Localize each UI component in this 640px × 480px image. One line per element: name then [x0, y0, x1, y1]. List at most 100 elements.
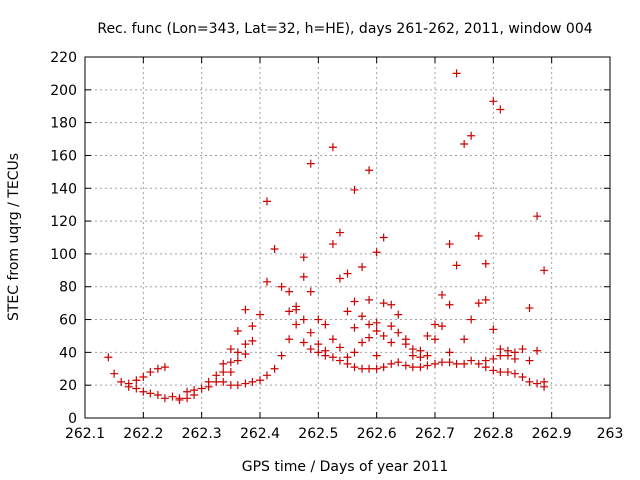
data-point	[489, 354, 498, 363]
y-tick-label: 160	[50, 148, 77, 164]
y-tick-label: 200	[50, 83, 77, 99]
data-point	[160, 363, 169, 372]
data-point	[226, 345, 235, 354]
data-point	[335, 343, 344, 352]
data-point	[292, 305, 301, 314]
data-point	[467, 356, 476, 365]
data-point	[328, 240, 337, 249]
data-point	[335, 356, 344, 365]
data-point	[481, 295, 490, 304]
y-tick-label: 220	[50, 50, 77, 66]
data-point	[343, 269, 352, 278]
data-point	[328, 143, 337, 152]
y-tick-label: 140	[50, 181, 77, 197]
data-point	[401, 361, 410, 370]
data-point	[387, 338, 396, 347]
data-point	[248, 336, 257, 345]
data-point	[379, 233, 388, 242]
data-point	[270, 364, 279, 373]
data-point	[104, 353, 113, 362]
data-point	[263, 277, 271, 286]
x-tick-label: 263	[597, 426, 624, 442]
data-point	[510, 369, 519, 378]
data-point	[452, 261, 461, 270]
data-point	[212, 377, 221, 386]
x-tick-label: 262.4	[240, 426, 280, 442]
data-point	[335, 228, 344, 237]
data-point	[431, 335, 439, 344]
data-point	[277, 282, 286, 291]
data-point	[372, 351, 381, 360]
data-point	[306, 328, 315, 337]
data-points	[104, 69, 549, 404]
data-point	[445, 348, 454, 357]
y-tick-label: 120	[50, 214, 77, 230]
data-point	[510, 354, 519, 363]
data-point	[416, 353, 425, 362]
data-point	[452, 69, 461, 78]
data-point	[496, 368, 505, 377]
data-point	[372, 327, 381, 336]
y-tick-label: 60	[59, 313, 77, 329]
y-tick-label: 180	[50, 116, 77, 132]
data-point	[270, 244, 279, 253]
y-axis-label: STEC from uqrg / TECUs	[6, 153, 22, 321]
data-point	[525, 356, 534, 365]
data-point	[365, 364, 374, 373]
data-point	[365, 166, 374, 175]
data-point	[489, 366, 498, 375]
data-point	[256, 376, 264, 385]
data-point	[139, 387, 148, 396]
data-point	[233, 327, 242, 336]
data-point	[343, 307, 352, 316]
x-tick-label: 262.7	[415, 426, 455, 442]
data-point	[299, 253, 308, 262]
chart-title: Rec. func (Lon=343, Lat=32, h=HE), days …	[97, 21, 592, 37]
data-point	[160, 394, 169, 403]
data-point	[241, 350, 250, 359]
data-point	[285, 335, 294, 344]
data-point	[350, 348, 359, 357]
data-point	[263, 197, 271, 206]
data-point	[263, 371, 271, 380]
data-point	[423, 351, 432, 360]
data-point	[408, 363, 417, 372]
data-point	[219, 359, 228, 368]
data-point	[321, 351, 330, 360]
data-point	[518, 345, 527, 354]
data-point	[314, 348, 323, 357]
data-point	[117, 377, 126, 386]
data-point	[438, 290, 446, 299]
data-point	[496, 105, 505, 114]
data-point	[474, 231, 483, 240]
y-tick-labels: 0 20 40 60 80 100 120 140 160 180 200 220	[50, 50, 77, 427]
data-point	[343, 359, 352, 368]
plot-frame	[84, 56, 611, 419]
data-point	[204, 382, 213, 391]
data-point	[540, 382, 549, 391]
data-point	[277, 351, 286, 360]
data-point	[423, 361, 432, 370]
data-point	[387, 322, 396, 331]
data-point	[146, 389, 155, 398]
data-point	[445, 300, 454, 309]
x-tick-label: 262.2	[123, 426, 163, 442]
data-point	[423, 331, 432, 340]
data-point	[241, 379, 250, 388]
data-point	[248, 377, 257, 386]
data-point	[431, 320, 439, 329]
data-point	[401, 340, 410, 349]
data-point	[481, 363, 490, 372]
data-point	[226, 368, 235, 377]
data-point	[394, 310, 403, 319]
data-point	[408, 351, 417, 360]
data-point	[518, 372, 527, 381]
x-tick-label: 262.1	[65, 426, 105, 442]
grid-lines	[85, 57, 610, 418]
data-point	[358, 338, 367, 347]
data-point	[533, 379, 542, 388]
data-point	[394, 358, 403, 367]
data-point	[299, 338, 308, 347]
data-point	[438, 358, 446, 367]
data-point	[358, 312, 367, 321]
